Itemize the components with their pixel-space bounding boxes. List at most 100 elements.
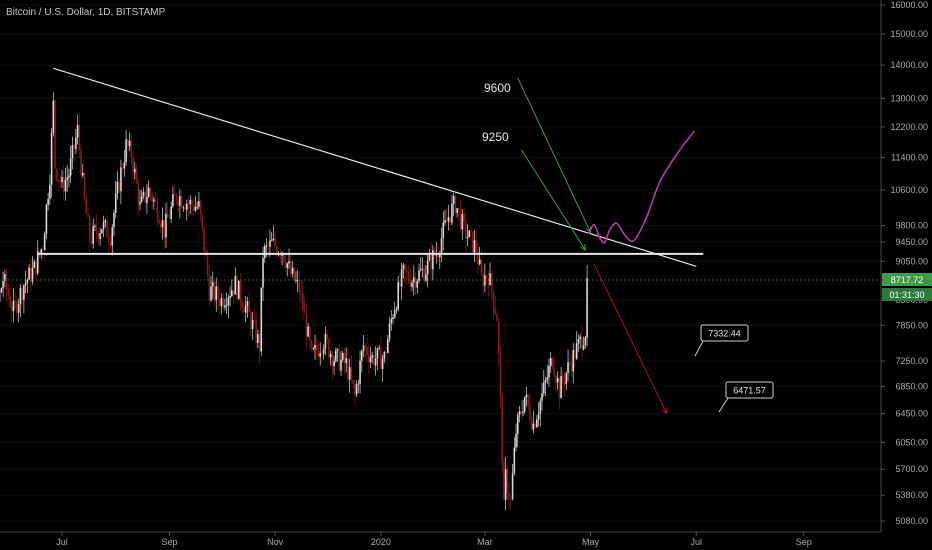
candle-body (133, 168, 136, 173)
time-axis[interactable]: Jul Sep Nov 2020 Mar May Jul Sep (56, 532, 812, 547)
annotation-9600-label[interactable]: 9600 (484, 81, 511, 95)
candle-body (471, 231, 474, 253)
candle-body (151, 194, 153, 202)
price-axis-tick-label: 16000.00 (890, 0, 928, 10)
candle-body (194, 206, 197, 211)
candle-body (572, 350, 575, 372)
candle-body (26, 279, 29, 283)
candle-body (163, 220, 166, 238)
candle-body (173, 194, 176, 196)
candle-body (497, 321, 500, 354)
annotation-9600[interactable]: 9600 (484, 81, 511, 95)
candle-body (260, 287, 263, 352)
price-callout-6471[interactable]: 6471.57 (718, 381, 774, 413)
candle-body (315, 344, 318, 351)
candle-body (383, 352, 386, 359)
candle-body (542, 382, 545, 394)
candle-body (269, 240, 271, 247)
candle-body (425, 274, 427, 281)
candle-body (71, 144, 74, 159)
candle-body (73, 144, 75, 149)
candle-body (361, 351, 363, 361)
candle-body (265, 245, 268, 247)
candle-body (66, 177, 68, 180)
candle-body (36, 251, 39, 274)
candle-body (445, 220, 448, 222)
candle-body (343, 352, 346, 364)
countdown-tag-label: 01:31:30 (889, 290, 924, 300)
candle-body (49, 184, 51, 200)
candle-body (19, 287, 22, 304)
candle-body (418, 270, 420, 281)
candle-body (241, 301, 244, 309)
candle-body (147, 187, 150, 198)
time-axis-panel[interactable] (0, 532, 932, 550)
candle-body (272, 238, 275, 241)
candle-body (274, 238, 276, 247)
candle-body (95, 226, 98, 234)
candle-body (140, 195, 143, 202)
candle-body (170, 206, 172, 219)
candle-body (400, 269, 403, 287)
candle-body (302, 293, 304, 311)
price-axis[interactable]: 5080.00 5380.00 5700.00 6050.00 6450.00 6850.… (881, 0, 928, 526)
candle-body (463, 213, 465, 221)
candle-body (40, 249, 43, 255)
candle-body (433, 250, 436, 256)
candle-body (135, 168, 138, 183)
candle-body (347, 358, 349, 380)
candle-body (246, 301, 249, 306)
candle-body (144, 191, 146, 203)
candle-body (224, 305, 226, 308)
candle-body (331, 354, 334, 367)
candle-body (291, 267, 294, 274)
candle-body (158, 219, 160, 224)
candle-body (104, 220, 107, 222)
candle-body (406, 271, 408, 272)
candle-body (338, 349, 341, 371)
candle-body (567, 362, 569, 373)
price-callout-7332[interactable]: 7332.44 (694, 324, 749, 357)
candle-body (159, 223, 162, 228)
candle-body (444, 220, 446, 223)
candle-body (402, 264, 405, 270)
candle-body (364, 345, 367, 347)
candle-body (201, 215, 204, 228)
candle-body (536, 419, 538, 428)
price-axis-tick-label: 9050.00 (895, 256, 928, 266)
candle-body (99, 233, 101, 239)
candle-body (258, 334, 261, 352)
candle-body (510, 498, 512, 500)
candle-body (388, 323, 391, 339)
price-callout-7332-label: 7332.44 (708, 329, 741, 339)
candle-body (468, 230, 471, 238)
candle-body (532, 423, 535, 430)
drawing-layer (37, 67, 704, 415)
candle-body (253, 319, 256, 321)
candle-body (466, 237, 469, 239)
candle-body (582, 345, 585, 350)
candle-body (286, 263, 289, 269)
annotation-9250[interactable]: 9250 (482, 130, 509, 144)
candle-body (121, 167, 124, 169)
candle-body (83, 172, 86, 200)
candle-body (206, 255, 209, 275)
candle-body (399, 281, 401, 287)
candle-body (393, 310, 396, 318)
candle-body (333, 361, 335, 367)
candle-body (187, 203, 190, 205)
candle-body (328, 339, 330, 358)
candle-body (428, 254, 431, 261)
candle-body (68, 175, 70, 178)
price-callout-7332-box (700, 324, 749, 342)
annotation-9250-label[interactable]: 9250 (482, 130, 509, 144)
candle-body (10, 306, 13, 311)
time-axis-tick-label: Mar (477, 537, 493, 547)
candle-body (534, 423, 536, 428)
candle-body (199, 201, 202, 216)
price-axis-tick-label: 5080.00 (895, 516, 928, 526)
candle-body (56, 168, 58, 180)
candle-body (38, 251, 41, 255)
candle-body (12, 300, 15, 311)
